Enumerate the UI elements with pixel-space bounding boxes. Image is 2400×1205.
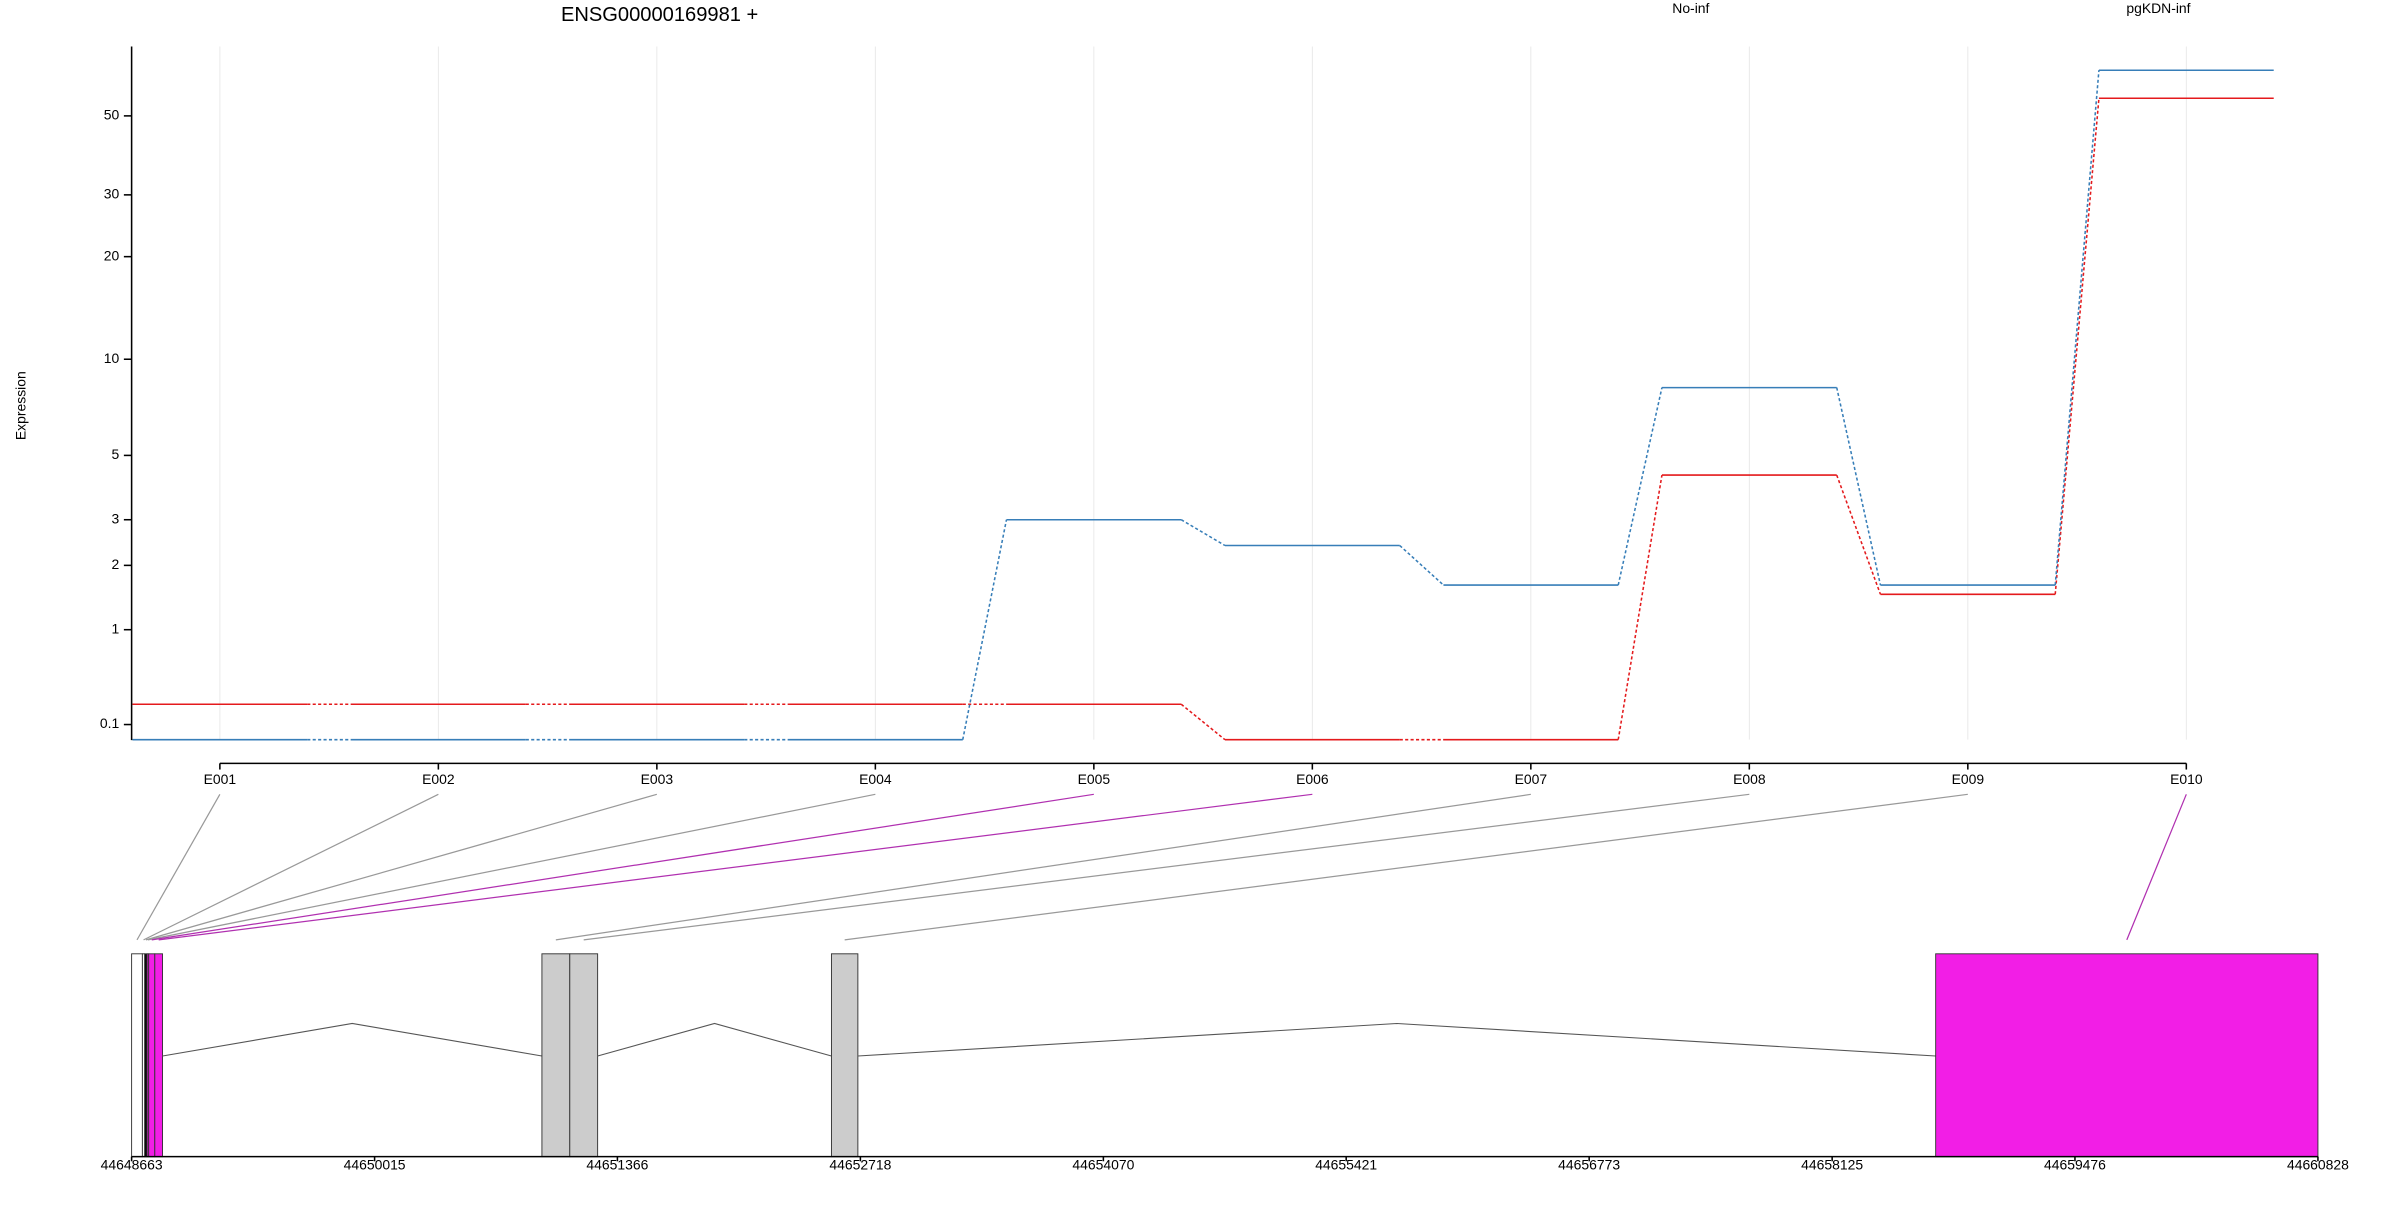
x-tick-label: E005 [1078, 771, 1111, 787]
intron [162, 1022, 543, 1057]
x-tick-label: E003 [641, 771, 674, 787]
x-tick-label: 44658125 [1801, 1157, 1863, 1173]
x-tick-label: E001 [204, 771, 237, 787]
exon-link [844, 793, 1968, 941]
exon-link [145, 793, 658, 941]
x-tick-label: E007 [1515, 771, 1548, 787]
y-tick-label: 1 [111, 620, 119, 636]
exon-link [136, 794, 221, 941]
exon [154, 953, 163, 1158]
y-tick-label: 30 [104, 186, 120, 202]
exon-link [147, 793, 876, 941]
x-tick-label: 44654070 [1072, 1157, 1134, 1173]
series-connector [1835, 387, 1882, 586]
exon-link [2126, 794, 2187, 941]
x-tick-label: 44656773 [1558, 1157, 1620, 1173]
x-tick-label: E006 [1296, 771, 1329, 787]
exon-link [143, 793, 439, 941]
series-connector [2054, 70, 2100, 586]
x-tick-label: 44660828 [2287, 1157, 2349, 1173]
x-tick-label: E009 [1952, 771, 1985, 787]
exon [541, 953, 571, 1158]
x-tick-label: E002 [422, 771, 455, 787]
x-tick-label: E010 [2170, 771, 2203, 787]
legend-entry: No-inf [1672, 0, 1709, 16]
x-tick-label: 44652718 [829, 1157, 891, 1173]
y-tick-label: 20 [104, 247, 120, 263]
series-connector [1399, 544, 1444, 586]
x-tick-label: 44655421 [1315, 1157, 1377, 1173]
y-tick-label: 10 [104, 350, 120, 366]
intron [597, 1022, 832, 1057]
exon-link [158, 793, 1313, 941]
y-tick-label: 5 [111, 446, 119, 462]
y-tick-label: 2 [111, 556, 119, 572]
series-connector [1836, 474, 1882, 595]
series-connector [1617, 387, 1663, 586]
series-connector [1180, 703, 1226, 741]
exon-link [555, 793, 1531, 941]
exon [131, 953, 143, 1158]
exon [569, 953, 599, 1158]
y-axis-label: Expression [12, 371, 28, 440]
x-tick-label: E008 [1733, 771, 1766, 787]
intron [857, 1022, 1936, 1057]
y-tick-label: 50 [104, 107, 120, 123]
y-tick-label: 3 [111, 510, 119, 526]
x-tick-label: 44651366 [586, 1157, 648, 1173]
series-connector [2054, 98, 2100, 595]
x-tick-label: 44659476 [2044, 1157, 2106, 1173]
chart-title: ENSG00000169981 + [561, 4, 758, 26]
series-connector [1617, 474, 1663, 740]
exon-link [583, 793, 1750, 941]
x-tick-label: 44650015 [344, 1157, 406, 1173]
y-tick-label: 0.1 [100, 715, 120, 731]
series-connector [961, 519, 1008, 740]
x-tick-label: E004 [859, 771, 892, 787]
exon [148, 953, 156, 1158]
series-connector [1180, 519, 1226, 547]
exon [1935, 953, 2319, 1158]
legend-entry: pgKDN-inf [2126, 0, 2190, 16]
exon [830, 953, 859, 1158]
exon-link [151, 793, 1094, 941]
x-tick-label: 44648663 [101, 1157, 163, 1173]
